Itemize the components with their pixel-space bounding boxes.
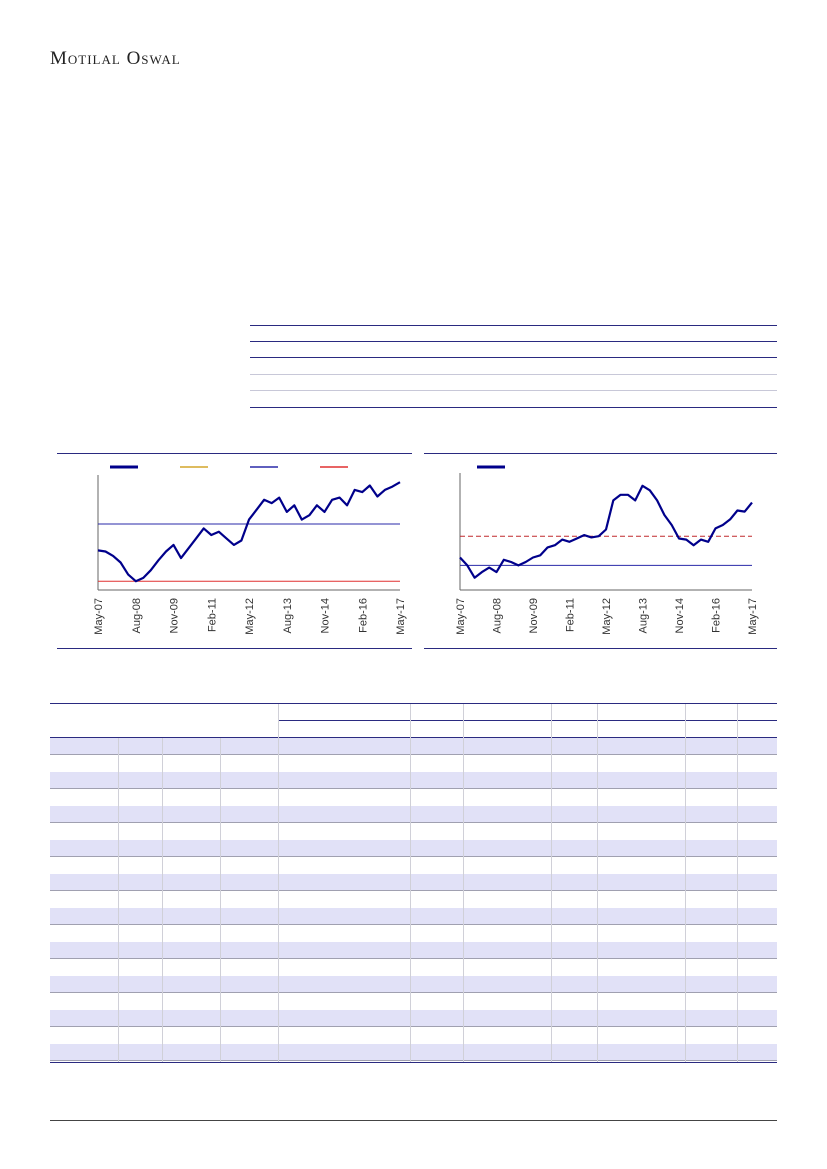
logo: Motilal Oswal [50,48,181,69]
x-tick-label: Nov-09 [169,598,181,633]
series-line [97,481,401,583]
x-tick-label: Feb-11 [206,598,218,632]
table-row [50,823,777,839]
table-row [50,1010,777,1027]
x-tick-label: Nov-14 [320,598,332,633]
table-row [50,806,777,823]
table-row [50,976,777,993]
table-row [50,789,777,805]
column-rule [220,738,221,1062]
x-tick-label: May-07 [93,598,105,635]
table-row [50,772,777,789]
table-row [50,959,777,975]
x-tick-label: Nov-09 [528,598,540,633]
table-row [50,755,777,771]
table-row [50,891,777,907]
x-tick-label: May-12 [244,598,256,635]
x-tick-label: Feb-16 [357,598,369,633]
table-row [50,925,777,941]
x-tick-label: May-17 [747,598,759,635]
table-row [50,857,777,873]
table-row [50,874,777,891]
column-rule [737,704,738,1062]
chart: May-07 Aug-08 Nov-09 Feb-11 May-12 Aug-13 Nov-… [93,465,407,635]
chart: May-07 Aug-08 Nov-09 Feb-11 May-12 Aug-13 Nov-… [455,465,759,635]
table-row [50,1044,777,1061]
table-row [50,942,777,959]
column-rule [278,704,279,1062]
x-tick-label: Feb-16 [711,598,723,633]
x-tick-label: May-17 [395,598,407,635]
table-row [50,840,777,857]
x-tick-label: Aug-13 [282,598,294,633]
x-tick-label: Aug-08 [131,598,143,633]
footer-rule [50,1120,777,1121]
column-rule [597,704,598,1062]
table-row [50,738,777,755]
x-tick-label: Feb-11 [565,598,577,632]
x-tick-label: Aug-13 [638,598,650,633]
column-rule [463,704,464,1062]
table-row [50,908,777,925]
x-tick-label: May-12 [601,598,613,635]
x-tick-label: Nov-14 [674,598,686,633]
x-tick-label: May-07 [455,598,467,635]
column-rule [410,704,411,1062]
column-rule [162,738,163,1062]
column-rule [118,738,119,1062]
table-row [50,1027,777,1043]
x-tick-label: Aug-08 [492,598,504,633]
column-rule [551,704,552,1062]
column-rule [685,704,686,1062]
table-row [50,993,777,1009]
series-line [459,484,753,579]
